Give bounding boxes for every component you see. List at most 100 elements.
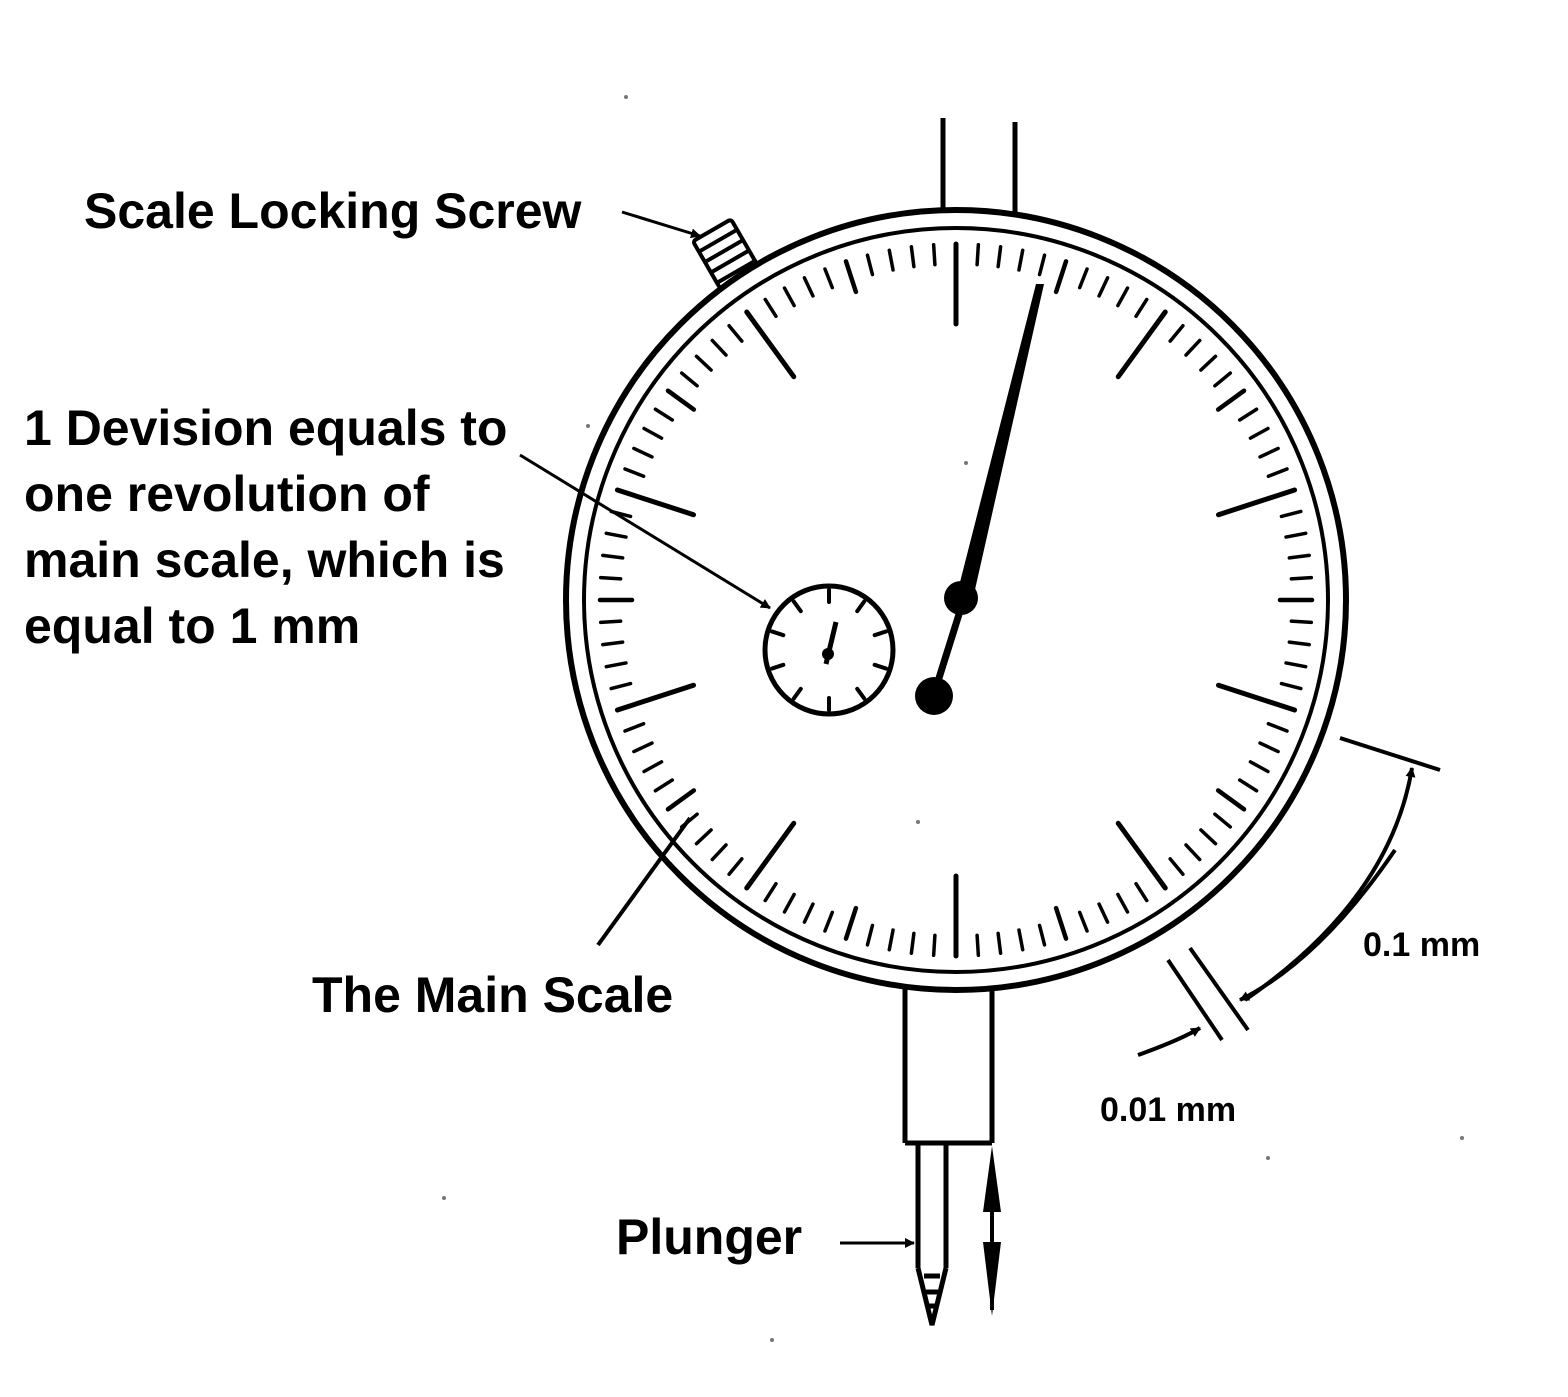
minor-graduation xyxy=(710,338,728,357)
minor-graduation xyxy=(887,928,895,952)
minor-graduation xyxy=(782,286,796,308)
counter-graduation xyxy=(855,686,867,701)
minor-graduation xyxy=(727,857,744,877)
major-graduation xyxy=(614,682,697,713)
revolution-counter-graduations xyxy=(769,588,889,712)
minor-graduation xyxy=(601,640,625,647)
major-graduation xyxy=(744,309,797,380)
minor-graduation xyxy=(1184,338,1202,357)
minor-graduation xyxy=(1284,531,1308,539)
minor-graduation xyxy=(823,910,835,933)
minor-graduation xyxy=(1097,276,1110,298)
major-graduation xyxy=(1115,309,1168,380)
minor-graduation xyxy=(1037,253,1047,277)
minor-graduation xyxy=(1168,323,1185,343)
minor-graduation xyxy=(623,721,646,733)
counter-leader xyxy=(519,453,771,610)
major-graduation xyxy=(1215,682,1298,713)
minor-graduation xyxy=(802,276,815,298)
minor-graduation xyxy=(609,681,633,691)
minor-graduation xyxy=(1258,741,1280,754)
main-scale-graduations xyxy=(597,241,1315,959)
minor-graduation xyxy=(931,933,937,958)
minor-graduation xyxy=(1053,905,1069,941)
minor-graduation xyxy=(1266,467,1289,479)
minor-graduation xyxy=(679,371,699,388)
minor-graduation xyxy=(1237,778,1259,793)
minor-graduation xyxy=(975,933,981,958)
minor-graduation xyxy=(996,245,1003,269)
revolution-counter-dial xyxy=(762,583,896,717)
plunger-label: Plunger xyxy=(616,1209,803,1265)
minor-graduation xyxy=(1168,857,1185,877)
tenth-mm-dimension xyxy=(1239,736,1441,1002)
minor-graduation xyxy=(909,245,916,269)
counter-graduation xyxy=(791,686,803,701)
minor-graduation xyxy=(996,931,1003,955)
minor-graduation xyxy=(694,354,713,372)
division-note-line: 1 Devision equals to xyxy=(24,400,508,456)
minor-graduation xyxy=(1279,681,1303,691)
minor-graduation xyxy=(642,760,664,774)
minor-graduation xyxy=(1289,619,1314,625)
main-scale-label: The Main Scale xyxy=(312,967,674,1023)
leader-lines xyxy=(519,210,915,1248)
minor-graduation xyxy=(1287,553,1311,560)
division-note-line: main scale, which is xyxy=(24,532,505,588)
minor-graduation xyxy=(665,388,697,412)
minor-graduation xyxy=(694,828,713,846)
counter-graduation xyxy=(855,599,867,614)
major-graduation xyxy=(614,487,697,518)
minor-graduation xyxy=(601,553,625,560)
minor-graduation xyxy=(1017,248,1025,272)
minor-graduation xyxy=(604,661,628,669)
minor-graduation xyxy=(1097,902,1110,924)
minor-graduation xyxy=(1116,892,1130,914)
scale-locking-screw-label: Scale Locking Screw xyxy=(84,183,582,239)
plunger-travel-arrow-icon xyxy=(983,1146,1001,1316)
minor-graduation xyxy=(1289,575,1314,581)
minor-graduation xyxy=(1287,640,1311,647)
minor-graduation xyxy=(931,242,937,267)
minor-graduation xyxy=(642,426,664,440)
minor-graduation xyxy=(1199,828,1218,846)
counter-graduation xyxy=(872,662,889,671)
hundredth-mm-dimension xyxy=(1137,946,1250,1057)
top-stem xyxy=(940,118,1018,222)
revolution-counter-hub xyxy=(822,648,834,660)
minor-graduation xyxy=(843,905,859,941)
minor-graduation xyxy=(1215,388,1247,412)
minor-graduation xyxy=(975,242,981,267)
counter-graduation xyxy=(791,599,803,614)
minor-graduation xyxy=(710,843,728,862)
plunger-housing xyxy=(902,988,995,1146)
minor-graduation xyxy=(823,267,835,290)
hundredth-mm-label: 0.01 mm xyxy=(1100,1091,1237,1129)
scan-specks xyxy=(442,95,1464,1342)
minor-graduation xyxy=(1134,297,1149,319)
tenth-mm-label: 0.1 mm xyxy=(1363,926,1481,964)
minor-graduation xyxy=(843,259,859,295)
minor-graduation xyxy=(782,892,796,914)
minor-graduation xyxy=(1284,661,1308,669)
counter-graduation xyxy=(769,662,786,671)
inner-bezel-ring xyxy=(582,226,1330,974)
counter-graduation xyxy=(872,629,889,638)
division-note-line: one revolution of xyxy=(24,466,430,522)
minor-graduation xyxy=(1199,354,1218,372)
minor-graduation xyxy=(632,446,654,459)
minor-graduation xyxy=(1213,812,1233,829)
minor-graduation xyxy=(802,902,815,924)
minor-graduation xyxy=(1279,509,1303,519)
minor-graduation xyxy=(1258,446,1280,459)
counter-graduation xyxy=(769,629,786,638)
minor-graduation xyxy=(1077,910,1089,933)
minor-graduation xyxy=(1266,721,1289,733)
major-graduation xyxy=(1215,487,1298,518)
minor-graduation xyxy=(598,619,623,625)
minor-graduation xyxy=(632,741,654,754)
plunger-rod xyxy=(915,1143,949,1326)
division-note-line: equal to 1 mm xyxy=(24,598,361,654)
